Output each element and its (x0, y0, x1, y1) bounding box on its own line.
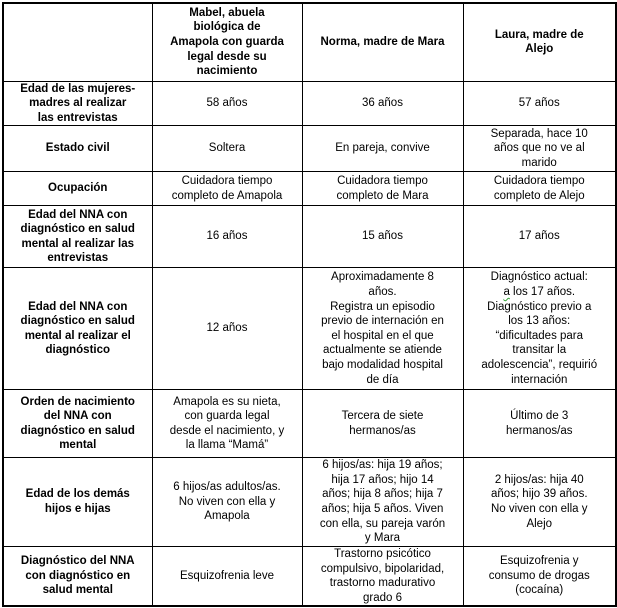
col-header-mabel: Mabel, abuela biológica de Amapola con g… (151, 2, 303, 82)
row-header: Orden de nacimiento del NNA con diagnóst… (2, 389, 153, 459)
cell-text-part: Diagnóstico actual: (490, 271, 588, 284)
table-cell: 2 hijos/as: hija 40 años; hijo 39 años. … (462, 457, 617, 547)
table-cell: Cuidadora tiempo completo de Alejo (462, 171, 617, 207)
table-row-diagnostico-nna: Diagnóstico del NNA con diagnóstico en s… (2, 545, 617, 607)
table-cell: Trastorno psicótico compulsivo, bipolari… (301, 545, 464, 607)
row-header: Diagnóstico del NNA con diagnóstico en s… (2, 545, 153, 607)
row-header: Estado civil (2, 125, 153, 173)
table-cell: Esquizofrenia leve (151, 545, 303, 607)
table-cell: Separada, hace 10 años que no ve al mari… (462, 125, 617, 173)
grammar-squiggle-word: a (503, 286, 510, 298)
table-cell: Cuidadora tiempo completo de Mara (301, 171, 464, 207)
table-row-ocupacion: Ocupación Cuidadora tiempo completo de A… (2, 171, 617, 207)
table-cell: En pareja, convive (301, 125, 464, 173)
table-cell: Cuidadora tiempo completo de Amapola (151, 171, 303, 207)
row-header: Edad del NNA con diagnóstico en salud me… (2, 205, 153, 269)
table-row-edad-demas-hijos: Edad de los demás hijos e hijas 6 hijos/… (2, 457, 617, 547)
row-header: Edad de los demás hijos e hijas (2, 457, 153, 547)
table-row-edad-mujeres: Edad de las mujeres- madres al realizar … (2, 80, 617, 127)
table-row-orden-nacimiento: Orden de nacimiento del NNA con diagnóst… (2, 389, 617, 459)
table-cell: 57 años (462, 80, 617, 127)
table-header-row: Mabel, abuela biológica de Amapola con g… (2, 2, 617, 82)
table-cell: 36 años (301, 80, 464, 127)
table-header-corner (2, 2, 153, 82)
table-cell: 15 años (301, 205, 464, 269)
table-cell: Esquizofrenia y consumo de drogas (cocaí… (462, 545, 617, 607)
table-cell: Diagnóstico actual: a los 17 años. Diagn… (462, 267, 617, 391)
col-header-laura: Laura, madre de Alejo (462, 2, 617, 82)
cell-text-part: los 17 años. Diagnóstico previo a los 13… (481, 286, 598, 386)
table-cell: 12 años (151, 267, 303, 391)
table-cell: 58 años (151, 80, 303, 127)
table-cell: Último de 3 hermanos/as (462, 389, 617, 459)
table-cell: 6 hijos/as adultos/as. No viven con ella… (151, 457, 303, 547)
table-cell: Soltera (151, 125, 303, 173)
table-cell: 16 años (151, 205, 303, 269)
table-row-edad-nna-entrevistas: Edad del NNA con diagnóstico en salud me… (2, 205, 617, 269)
table-cell: Aproximadamente 8 años. Registra un epis… (301, 267, 464, 391)
table-cell: Amapola es su nieta, con guarda legal de… (151, 389, 303, 459)
row-header: Ocupación (2, 171, 153, 207)
table-row-edad-nna-diagnostico: Edad del NNA con diagnóstico en salud me… (2, 267, 617, 391)
row-header: Edad del NNA con diagnóstico en salud me… (2, 267, 153, 391)
row-header: Edad de las mujeres- madres al realizar … (2, 80, 153, 127)
table-row-estado-civil: Estado civil Soltera En pareja, convive … (2, 125, 617, 173)
table-cell: 17 años (462, 205, 617, 269)
table-cell: 6 hijos/as: hija 19 años; hija 17 años; … (301, 457, 464, 547)
table-cell: Tercera de siete hermanos/as (301, 389, 464, 459)
col-header-norma: Norma, madre de Mara (301, 2, 464, 82)
